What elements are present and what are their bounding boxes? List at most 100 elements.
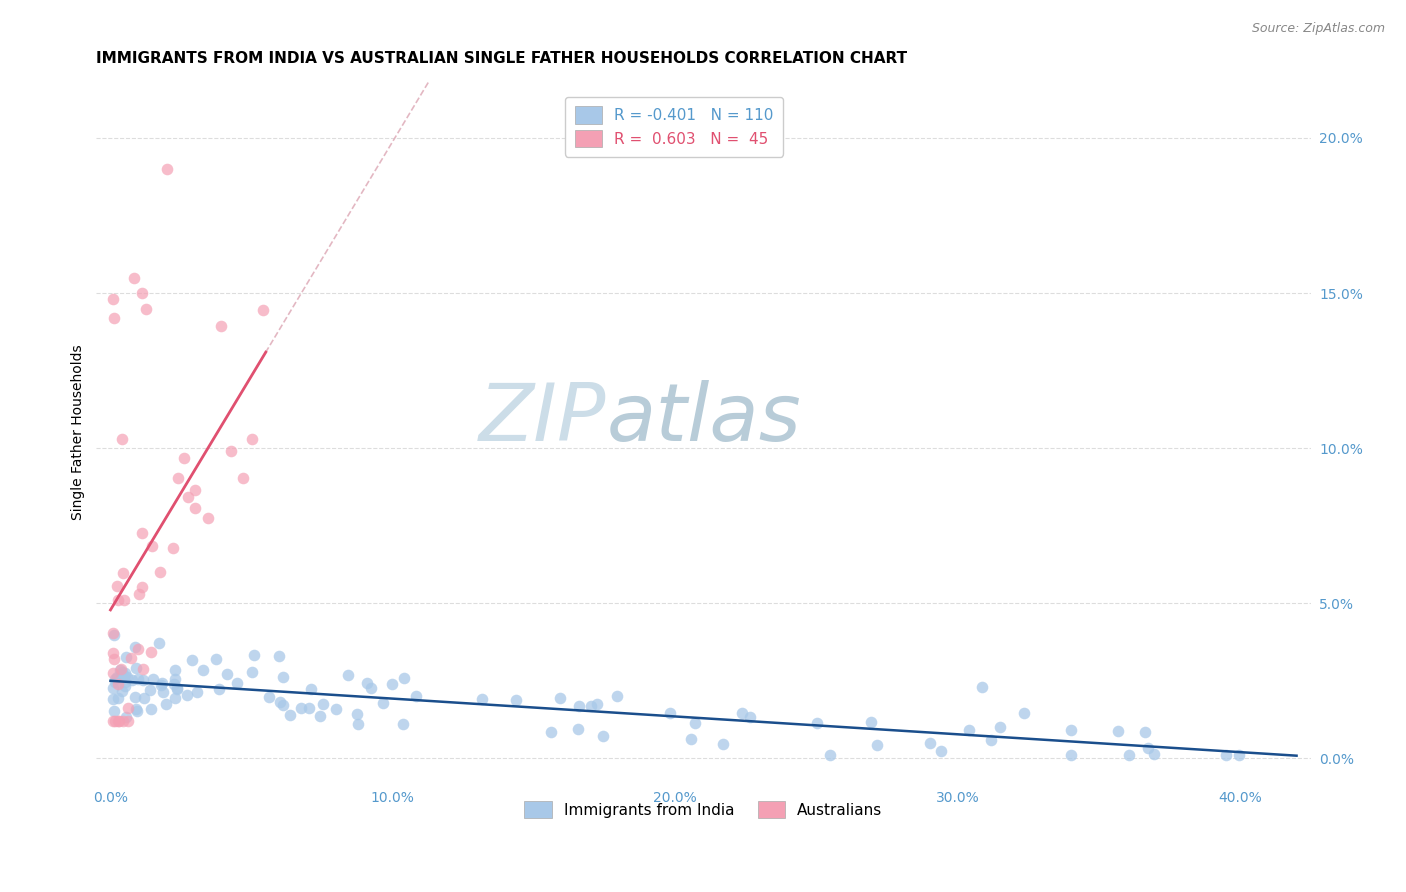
Point	[111, 665, 134, 679]
Point	[114, 674, 136, 689]
Point	[131, 580, 153, 594]
Point	[124, 690, 146, 705]
Point	[346, 717, 368, 731]
Point	[1118, 748, 1140, 763]
Point	[540, 724, 562, 739]
Point	[117, 714, 139, 728]
Point	[1136, 741, 1159, 756]
Point	[177, 490, 200, 504]
Point	[141, 702, 163, 716]
Point	[325, 702, 347, 716]
Point	[225, 676, 247, 690]
Point	[297, 701, 319, 715]
Point	[208, 682, 231, 697]
Point	[381, 677, 404, 691]
Point	[139, 682, 162, 697]
Point	[267, 649, 290, 664]
Point	[271, 698, 294, 712]
Point	[108, 664, 131, 678]
Point	[103, 665, 125, 680]
Point	[110, 666, 132, 681]
Point	[150, 675, 173, 690]
Point	[107, 593, 129, 607]
Point	[606, 689, 628, 703]
Point	[115, 710, 138, 724]
Point	[859, 714, 882, 729]
Point	[259, 690, 281, 704]
Point	[243, 648, 266, 663]
Point	[711, 737, 734, 751]
Point	[242, 665, 264, 679]
Point	[131, 673, 153, 687]
Point	[103, 704, 125, 718]
Point	[356, 676, 378, 690]
Point	[132, 690, 155, 705]
Point	[134, 301, 156, 316]
Point	[405, 689, 427, 703]
Point	[581, 698, 603, 713]
Point	[111, 714, 134, 728]
Text: ZIP: ZIP	[479, 380, 606, 458]
Point	[290, 701, 312, 715]
Point	[156, 161, 179, 176]
Point	[309, 709, 332, 723]
Point	[142, 672, 165, 686]
Point	[1012, 706, 1035, 721]
Point	[193, 663, 215, 677]
Point	[360, 681, 382, 695]
Point	[141, 645, 163, 659]
Point	[127, 642, 149, 657]
Point	[184, 500, 207, 515]
Point	[1215, 748, 1237, 763]
Point	[1107, 724, 1129, 739]
Point	[269, 695, 291, 709]
Point	[184, 483, 207, 497]
Point	[107, 691, 129, 706]
Point	[681, 731, 703, 746]
Point	[110, 662, 132, 676]
Point	[103, 646, 125, 660]
Point	[107, 714, 129, 728]
Point	[929, 744, 952, 758]
Point	[806, 715, 828, 730]
Point	[132, 662, 155, 676]
Point	[128, 587, 150, 601]
Point	[818, 748, 841, 763]
Point	[166, 681, 188, 695]
Point	[114, 665, 136, 680]
Point	[1060, 748, 1083, 763]
Point	[120, 651, 142, 665]
Point	[103, 310, 125, 325]
Point	[148, 636, 170, 650]
Point	[107, 677, 129, 691]
Point	[127, 672, 149, 686]
Point	[550, 690, 572, 705]
Point	[163, 676, 186, 690]
Point	[112, 592, 135, 607]
Point	[731, 706, 754, 720]
Point	[242, 433, 264, 447]
Point	[205, 651, 228, 665]
Point	[117, 701, 139, 715]
Point	[957, 723, 980, 738]
Point	[209, 318, 232, 333]
Point	[103, 625, 125, 640]
Point	[180, 653, 202, 667]
Point	[114, 679, 136, 693]
Point	[392, 671, 415, 685]
Point	[568, 698, 591, 713]
Point	[232, 471, 254, 485]
Point	[280, 708, 302, 723]
Point	[103, 292, 125, 306]
Point	[125, 702, 148, 716]
Point	[131, 285, 153, 300]
Point	[117, 670, 139, 684]
Point	[125, 660, 148, 674]
Point	[271, 670, 294, 684]
Point	[112, 669, 135, 683]
Y-axis label: Single Father Households: Single Father Households	[72, 345, 86, 520]
Point	[738, 710, 761, 724]
Point	[104, 674, 127, 689]
Point	[197, 510, 219, 524]
Text: atlas: atlas	[606, 380, 801, 458]
